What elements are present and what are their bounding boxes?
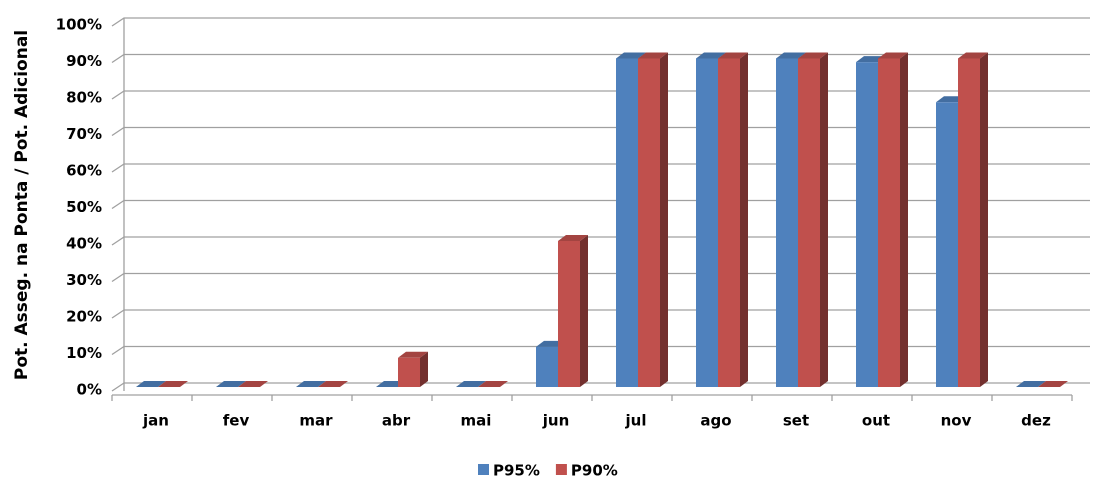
bar-top (478, 381, 508, 387)
bar-top (136, 381, 166, 387)
bar (456, 381, 486, 388)
x-tick-label: fev (223, 412, 250, 430)
y-tick-label: 70% (66, 125, 102, 143)
bar-front (776, 58, 798, 387)
bar (718, 52, 748, 387)
x-tick-label: set (783, 412, 809, 430)
bar-front (856, 62, 878, 388)
bar-side (740, 52, 748, 387)
bar (638, 52, 668, 387)
y-tick-label: 100% (56, 16, 102, 34)
bar-front (798, 58, 820, 387)
y-tick-label: 50% (66, 198, 102, 216)
bar-front (558, 241, 580, 387)
bar (958, 52, 988, 387)
x-tick-label: jan (142, 412, 169, 430)
bar-front (878, 58, 900, 387)
bar-top (878, 52, 908, 59)
bar (878, 52, 908, 387)
bar-top (1016, 381, 1046, 387)
bar-front (718, 58, 740, 387)
bar-front (958, 58, 980, 387)
bar-front (536, 346, 558, 387)
bar-top (318, 381, 348, 387)
bar (398, 351, 428, 387)
bar (238, 381, 268, 388)
x-tick-label: out (862, 412, 890, 430)
bar-front (936, 102, 958, 388)
bar (158, 381, 188, 388)
bar-top (238, 381, 268, 387)
bar (216, 381, 246, 388)
legend-swatch (478, 464, 489, 475)
x-tick-label: mai (461, 412, 492, 430)
legend-label: P95% (493, 462, 540, 480)
x-tick-label: jun (542, 412, 570, 430)
y-tick-label: 40% (66, 235, 102, 253)
bar-top (776, 52, 806, 59)
y-tick-label: 80% (66, 89, 102, 107)
bar-top (216, 381, 246, 387)
bar-side (580, 235, 588, 387)
bar-side (980, 52, 988, 387)
bar-front (616, 58, 638, 387)
bar-front (398, 357, 420, 387)
bar (1038, 381, 1068, 388)
bar (558, 235, 588, 387)
bar-top (158, 381, 188, 387)
bar-side (900, 52, 908, 387)
y-tick-label: 10% (66, 344, 102, 362)
legend-swatch (555, 464, 567, 475)
bar (318, 381, 348, 388)
bar-top (296, 381, 326, 387)
y-tick-label: 90% (66, 52, 102, 70)
bar-top (638, 52, 668, 59)
y-tick-label: 20% (66, 308, 102, 326)
y-tick-label: 30% (66, 271, 102, 289)
x-tick-label: nov (941, 412, 972, 430)
bar (1016, 381, 1046, 388)
bar-top (958, 52, 988, 59)
bar-front (696, 58, 718, 387)
y-axis-label: Pot. Asseg. na Ponta / Pot. Adicional (12, 30, 32, 380)
bar-top (558, 235, 588, 241)
grid-line (111, 17, 1090, 27)
bar (136, 381, 166, 388)
bar (478, 381, 508, 388)
bar-side (420, 351, 428, 387)
x-tick-label: jul (625, 412, 647, 430)
bar-top (696, 52, 726, 59)
bar-top (616, 52, 646, 59)
bar-top (1038, 381, 1068, 387)
bar-front (638, 58, 660, 387)
bar (798, 52, 828, 387)
x-tick-label: dez (1021, 412, 1051, 430)
bar-top (718, 52, 748, 59)
y-tick-label: 0% (77, 381, 102, 399)
x-tick-label: ago (700, 412, 731, 430)
bar-top (398, 351, 428, 358)
bar (296, 381, 326, 388)
bar-top (456, 381, 486, 387)
bar-top (798, 52, 828, 59)
x-tick-label: mar (299, 412, 333, 430)
legend-label: P90% (571, 462, 618, 480)
bar-side (820, 52, 828, 387)
bar-side (660, 52, 668, 387)
x-tick-label: abr (382, 412, 411, 430)
grid-line (111, 53, 1090, 64)
y-tick-label: 60% (66, 162, 102, 180)
